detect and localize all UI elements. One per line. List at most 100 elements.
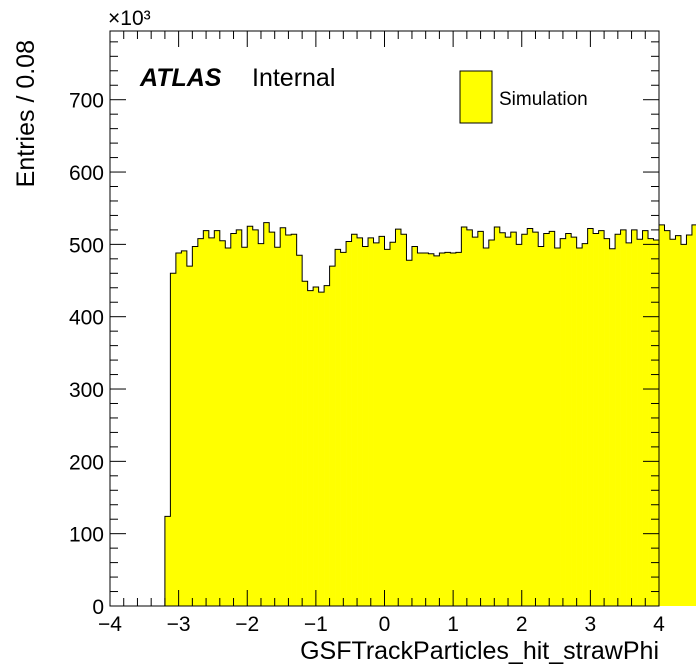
x-tick-label: −2 [235,613,259,636]
histogram-bar [368,237,374,606]
histogram-bar [324,285,330,606]
y-tick-label: 600 [69,162,104,185]
histogram-bar [170,273,177,606]
x-tick-label: 0 [379,613,391,636]
x-tick-label: 4 [653,613,665,636]
y-axis-title: Entries / 0.08 [12,40,40,187]
histogram-bar [318,292,325,606]
histogram-bar [362,246,369,606]
histogram-bar [389,242,396,607]
histogram-bar [269,232,275,606]
histogram-bar [549,231,555,606]
histogram-bar [576,247,583,606]
histogram-bar [428,253,435,607]
histogram-bar [384,249,391,606]
histogram-bar [340,252,347,607]
histogram-bar [296,255,303,606]
histogram-bar [505,237,512,606]
histogram-bar [208,237,215,606]
x-axis-ticks: −4 −3 −2 −1 0 1 2 3 4 [98,31,665,636]
histogram-bar [197,238,204,606]
histogram-bar [477,231,484,606]
histogram-bar [664,230,671,607]
histogram-bar [203,230,210,607]
histogram-bar [291,234,297,606]
histogram-bar [631,229,638,607]
y-tick-label: 100 [69,524,104,547]
y-tick-label: 500 [69,234,104,257]
histogram-bar [615,234,621,606]
histogram-bar [637,239,643,606]
histogram-bar [219,240,226,607]
y-multiplier-label: ×10³ [108,7,151,30]
histogram-bar [164,516,171,606]
histogram-bar [230,233,237,606]
y-tick-label: 200 [69,451,104,474]
histogram-bar [175,253,182,607]
histogram-bar [181,250,188,606]
histogram-bar [373,242,380,606]
histogram-bar [346,241,352,607]
histogram-bar [400,234,407,606]
histogram-bar [675,235,682,606]
histogram-bar [653,240,660,607]
histogram-bar [554,247,561,606]
histogram-bar [379,236,385,606]
histogram-bar [417,253,424,607]
histogram-bar [510,232,517,606]
histogram-bar [543,233,550,606]
histogram-bar [582,243,588,606]
histogram-bar [433,255,440,606]
atlas-label: ATLAS [139,64,222,92]
y-tick-label: 700 [69,90,104,113]
histogram-bar [335,249,341,606]
histogram-bar [329,266,336,606]
y-tick-label: 300 [69,379,104,402]
histogram-bar [626,242,632,606]
y-tick-label: 0 [92,596,104,619]
histogram-bar [274,247,281,606]
histogram-bar [483,247,490,606]
histogram-bar [395,229,402,607]
histogram-bar [571,237,577,606]
histogram-bar [488,240,495,607]
x-tick-label: −1 [304,613,328,636]
histogram-bar [422,253,429,607]
histogram-bar [472,237,479,606]
histogram-bar [609,248,616,606]
histogram-bar [302,281,308,606]
histogram-bar [192,246,199,606]
histogram-bar [680,244,687,606]
histogram-bar [214,230,221,607]
histogram-bar [247,226,254,606]
histogram-bar [565,233,572,606]
x-tick-label: 3 [585,613,597,636]
x-tick-label: 1 [447,613,459,636]
histogram-bar [466,229,473,607]
histogram-bar [527,228,534,607]
histogram-bar [263,222,270,606]
y-axis-ticks: 0 100 200 300 400 500 600 700 [69,41,659,619]
x-tick-label: 2 [516,613,528,636]
histogram-bar [620,229,627,607]
histogram-bar [285,234,292,606]
histogram-bar [532,232,539,606]
histogram-bar [521,234,528,606]
histogram-bar [587,228,594,607]
internal-label: Internal [252,64,335,92]
histogram-bar [642,230,649,607]
histogram-bar [499,232,506,606]
histogram-outline [164,222,696,606]
histogram-bar [252,229,259,607]
x-axis-title: GSFTrackParticles_hit_strawPhi [300,637,659,665]
histogram-bar [406,260,413,606]
y-tick-label: 400 [69,307,104,330]
histogram-bar [669,239,676,606]
legend-swatch-simulation [459,70,493,124]
histogram-bar [686,234,693,606]
histogram-bar [648,238,654,606]
histogram-bar [236,229,243,607]
histogram-bar [516,244,523,606]
histogram-bar [560,238,566,606]
